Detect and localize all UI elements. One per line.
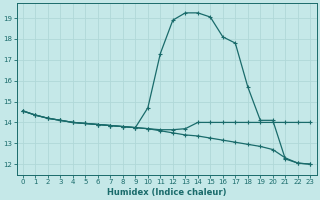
X-axis label: Humidex (Indice chaleur): Humidex (Indice chaleur) bbox=[107, 188, 226, 197]
